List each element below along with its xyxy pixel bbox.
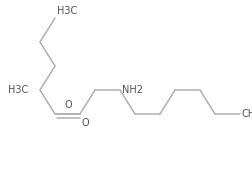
Text: O: O <box>64 100 72 110</box>
Text: H3C: H3C <box>8 85 28 95</box>
Text: CH3: CH3 <box>241 109 252 119</box>
Text: H3C: H3C <box>57 6 77 16</box>
Text: NH2: NH2 <box>121 85 142 95</box>
Text: O: O <box>82 118 89 128</box>
